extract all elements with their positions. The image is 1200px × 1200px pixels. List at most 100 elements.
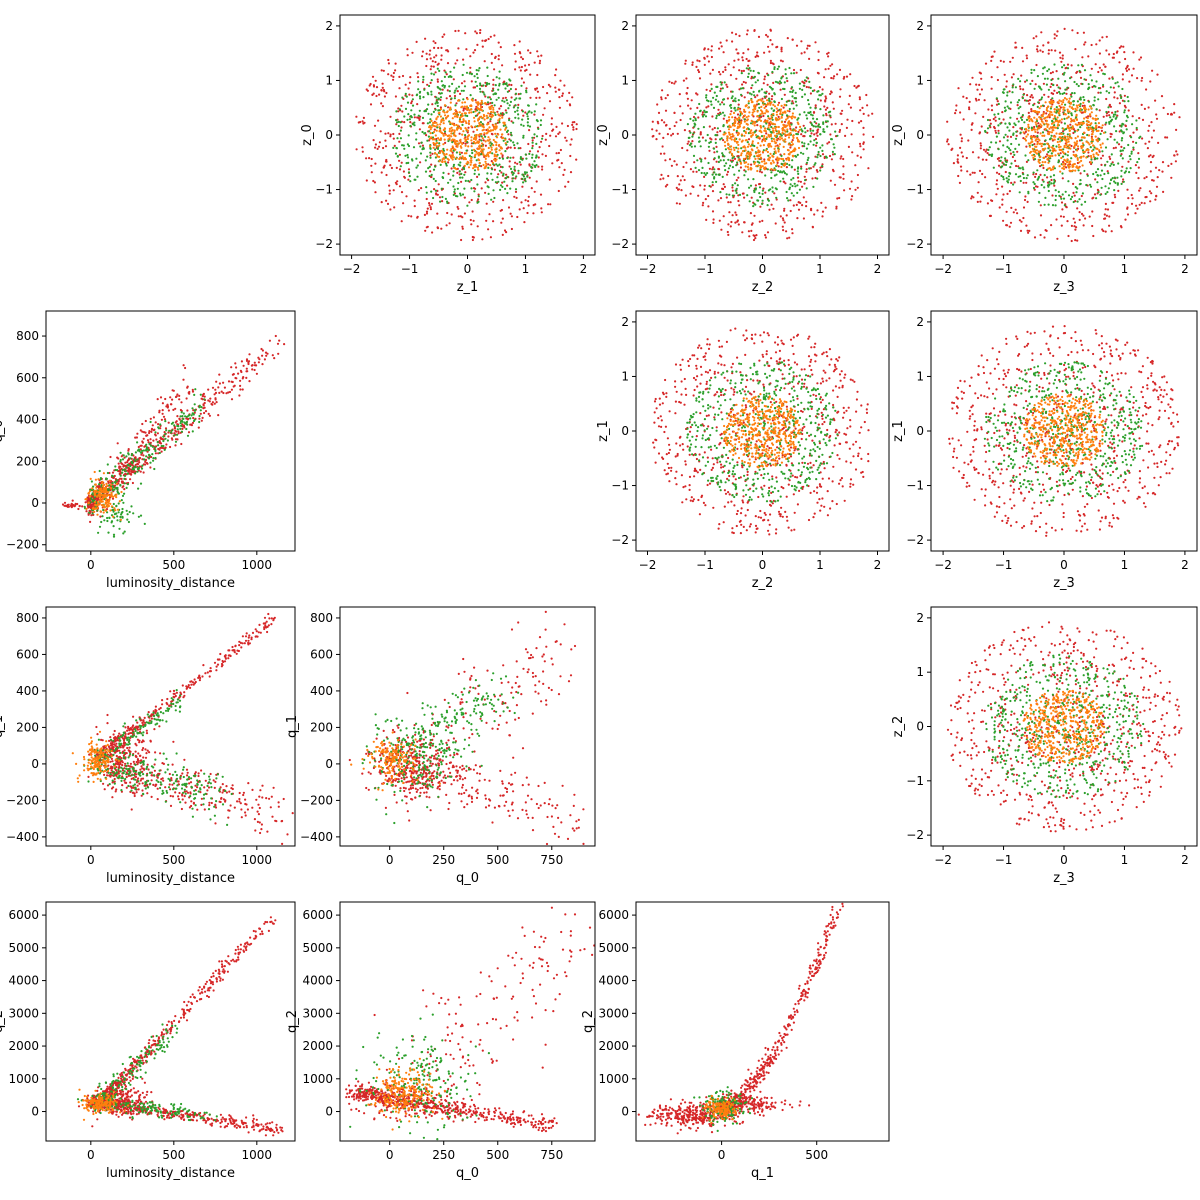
scatter-point <box>449 121 452 124</box>
scatter-point <box>494 154 497 157</box>
scatter-point <box>789 183 792 186</box>
scatter-point <box>971 122 974 125</box>
scatter-point <box>850 133 853 136</box>
scatter-point <box>1098 137 1101 141</box>
scatter-point <box>773 192 776 195</box>
scatter-point <box>693 145 697 148</box>
scatter-point <box>1124 124 1127 127</box>
scatter-point <box>1019 116 1023 119</box>
scatter-point <box>394 95 397 98</box>
scatter-point <box>520 77 524 80</box>
scatter-point <box>467 134 471 137</box>
scatter-point <box>1082 31 1085 34</box>
scatter-point <box>727 116 731 119</box>
scatter-point <box>997 164 1001 167</box>
scatter-point <box>984 176 987 179</box>
scatter-point <box>781 225 784 228</box>
scatter-point <box>452 170 455 173</box>
scatter-point <box>1102 63 1105 66</box>
scatter-point <box>829 114 832 117</box>
scatter-point <box>990 59 993 63</box>
scatter-point <box>1079 107 1082 110</box>
scatter-point <box>1076 100 1079 103</box>
scatter-point <box>1002 175 1005 179</box>
scatter-point <box>766 99 769 102</box>
scatter-point <box>509 187 512 190</box>
scatter-point <box>1090 43 1093 47</box>
scatter-point <box>997 129 1000 132</box>
scatter-point <box>429 49 432 52</box>
scatter-point <box>1106 170 1109 173</box>
scatter-point <box>962 118 965 121</box>
scatter-point <box>1032 37 1035 40</box>
scatter-point <box>819 166 822 169</box>
scatter-point <box>1141 118 1145 121</box>
scatter-point <box>735 141 739 144</box>
scatter-point <box>506 84 509 87</box>
scatter-point <box>498 121 501 124</box>
scatter-point <box>780 134 783 137</box>
scatter-point <box>675 202 679 205</box>
scatter-point <box>1047 41 1050 44</box>
scatter-point <box>465 107 468 111</box>
scatter-point <box>1024 154 1027 157</box>
scatter-point <box>1120 139 1123 142</box>
scatter-point <box>743 134 746 137</box>
scatter-point <box>526 115 529 118</box>
scatter-point <box>1095 43 1098 46</box>
scatter-point <box>790 123 793 126</box>
scatter-point <box>807 86 811 89</box>
scatter-point <box>775 196 778 199</box>
scatter-point <box>438 69 441 72</box>
scatter-point <box>759 109 763 112</box>
scatter-point <box>755 165 758 168</box>
scatter-point <box>782 177 785 180</box>
scatter-point <box>510 215 513 218</box>
scatter-point <box>1175 128 1178 131</box>
scatter-point <box>514 190 518 193</box>
scatter-point <box>1120 130 1123 133</box>
scatter-point <box>772 103 775 106</box>
scatter-point <box>826 52 829 55</box>
scatter-point <box>455 113 458 116</box>
scatter-point <box>1150 192 1153 195</box>
scatter-point <box>840 155 843 158</box>
scatter-point <box>1073 225 1076 228</box>
scatter-point <box>791 38 794 41</box>
scatter-point <box>1064 103 1067 106</box>
scatter-point <box>976 88 979 91</box>
scatter-point <box>997 148 1000 151</box>
scatter-point <box>500 171 503 174</box>
scatter-point <box>812 143 815 146</box>
scatter-point <box>480 165 483 168</box>
scatter-point <box>484 102 487 105</box>
scatter-point <box>372 179 375 183</box>
scatter-point <box>767 45 770 48</box>
scatter-point <box>724 148 728 151</box>
scatter-point <box>819 133 822 136</box>
scatter-point <box>430 119 433 122</box>
scatter-point <box>1109 86 1112 89</box>
scatter-point <box>473 116 476 119</box>
scatter-point <box>1009 101 1013 104</box>
scatter-point <box>1053 178 1056 181</box>
scatter-point <box>697 136 701 139</box>
scatter-point <box>1044 101 1047 104</box>
scatter-point <box>560 162 563 165</box>
scatter-point <box>687 140 690 143</box>
scatter-point <box>764 127 767 130</box>
scatter-point <box>1055 34 1058 37</box>
scatter-point <box>1070 157 1073 160</box>
scatter-point <box>1004 150 1007 153</box>
scatter-point <box>1005 210 1008 213</box>
scatter-point <box>1103 73 1106 76</box>
scatter-point <box>1045 106 1049 110</box>
scatter-point <box>395 110 398 113</box>
scatter-point <box>795 132 798 136</box>
scatter-point <box>689 168 693 171</box>
scatter-point <box>1043 77 1047 80</box>
scatter-point <box>470 139 473 142</box>
scatter-point <box>528 129 531 132</box>
scatter-point <box>514 88 518 91</box>
